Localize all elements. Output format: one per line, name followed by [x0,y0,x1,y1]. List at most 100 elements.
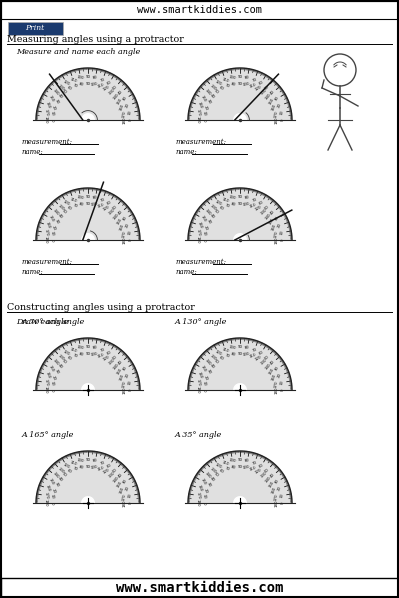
Text: 70: 70 [99,347,106,353]
Text: 140: 140 [203,89,211,97]
Text: 120: 120 [214,462,223,469]
Text: 20: 20 [51,374,57,380]
Text: 170: 170 [273,230,279,238]
Text: 30: 30 [122,365,128,372]
Text: measurement:: measurement: [22,258,73,266]
Text: 140: 140 [112,93,120,100]
Text: 30: 30 [274,365,280,372]
Text: 60: 60 [67,356,73,361]
Text: 110: 110 [69,460,78,466]
Text: 160: 160 [197,371,203,380]
Text: 60: 60 [219,86,225,91]
Text: 90: 90 [237,465,243,469]
Text: 20: 20 [277,486,283,492]
Text: 60: 60 [67,468,73,474]
Text: 0: 0 [280,389,284,391]
Text: 180: 180 [275,116,279,124]
Text: 140: 140 [264,212,272,221]
Text: 10: 10 [280,493,284,498]
Text: 80: 80 [93,459,98,463]
Text: 120: 120 [214,349,223,356]
Polygon shape [188,68,292,120]
Text: 90: 90 [85,352,91,356]
Text: 150: 150 [116,368,123,376]
Text: 140: 140 [203,471,211,480]
Text: 180: 180 [122,236,126,244]
Text: 20: 20 [51,224,57,231]
Text: 100: 100 [229,346,237,350]
Text: 80: 80 [245,75,250,80]
Text: name:: name: [22,268,44,276]
Text: 160: 160 [271,373,277,382]
Text: 50: 50 [61,89,68,95]
Text: 160: 160 [45,484,51,493]
Text: 180: 180 [275,499,279,507]
Text: 30: 30 [205,368,211,375]
Text: 50: 50 [213,359,220,365]
Text: 180: 180 [196,236,200,244]
Text: 100: 100 [242,202,250,207]
Text: 20: 20 [125,373,131,379]
Polygon shape [188,188,292,240]
Text: 0: 0 [280,119,284,121]
Text: 120: 120 [62,462,71,469]
Text: 130: 130 [259,358,268,366]
Text: 50: 50 [61,209,68,215]
Text: 140: 140 [264,93,272,100]
Text: 10: 10 [202,494,207,499]
Text: 80: 80 [79,465,85,469]
Text: 110: 110 [69,347,78,353]
Text: 70: 70 [73,353,79,359]
Text: 170: 170 [43,109,49,117]
Text: 140: 140 [264,362,272,371]
Text: 130: 130 [56,353,65,361]
Text: measurement:: measurement: [175,138,226,146]
Text: 150: 150 [116,218,123,226]
Text: 40: 40 [118,359,124,366]
Text: 170: 170 [121,230,126,238]
Text: 80: 80 [231,465,237,469]
Text: 0: 0 [201,119,205,121]
Text: 70: 70 [99,460,106,466]
Text: 150: 150 [200,365,207,373]
Polygon shape [234,384,246,390]
Text: 170: 170 [196,228,201,237]
Text: 160: 160 [271,224,277,231]
Text: 100: 100 [242,81,250,87]
Text: 50: 50 [112,354,119,361]
Text: 20: 20 [125,486,131,492]
Text: 100: 100 [90,465,99,470]
Text: 30: 30 [274,478,280,485]
Text: 180: 180 [196,386,200,393]
Text: 60: 60 [106,200,113,206]
Text: A 35° angle: A 35° angle [175,431,222,439]
Text: 10: 10 [50,381,55,386]
Text: 50: 50 [264,354,271,361]
Text: 80: 80 [79,352,85,356]
Text: 10: 10 [202,111,207,117]
Text: 90: 90 [85,465,91,469]
Text: 10: 10 [128,493,132,498]
Text: 100: 100 [77,459,85,463]
Text: 40: 40 [270,89,276,96]
Text: 60: 60 [219,356,225,361]
Text: 160: 160 [45,101,51,109]
Text: 130: 130 [107,88,116,96]
Text: 50: 50 [61,359,68,365]
Text: 60: 60 [67,86,73,91]
Text: 0: 0 [49,502,53,504]
Text: 120: 120 [254,468,263,475]
Text: 110: 110 [96,203,105,209]
Text: 90: 90 [85,81,91,86]
Text: 180: 180 [43,236,47,244]
Text: A 70° angle: A 70° angle [22,318,69,326]
Text: 100: 100 [77,75,85,81]
Text: 120: 120 [62,349,71,356]
Text: 20: 20 [277,373,283,379]
Text: 80: 80 [79,202,85,206]
Polygon shape [234,234,246,240]
Text: 110: 110 [69,77,78,83]
Text: 70: 70 [225,203,231,209]
Text: 120: 120 [102,85,111,92]
Text: 160: 160 [119,373,125,382]
